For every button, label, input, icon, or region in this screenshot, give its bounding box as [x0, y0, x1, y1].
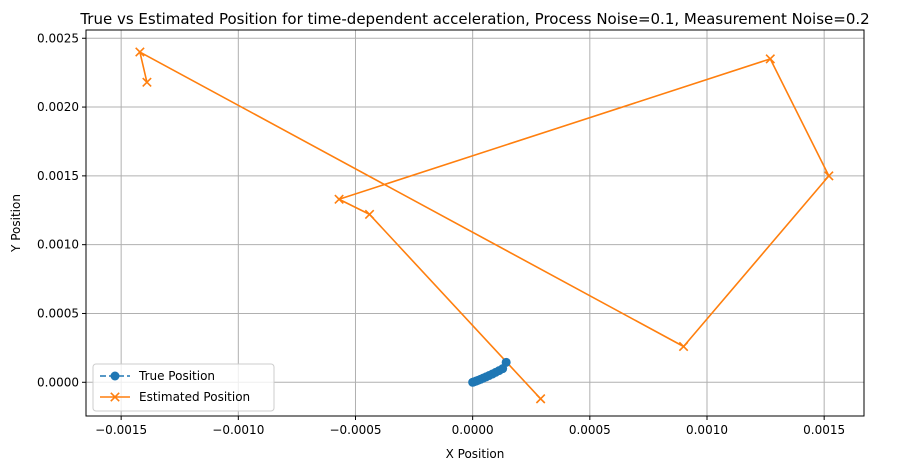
chart-title: True vs Estimated Position for time-depe… — [79, 10, 869, 28]
estimated-position-point — [824, 171, 834, 181]
estimated-position-point — [135, 47, 145, 57]
x-marker-stroke — [334, 194, 344, 205]
true-position-point — [501, 357, 511, 367]
x-marker-stroke — [678, 341, 689, 352]
x-tick-label: 0.0010 — [686, 423, 728, 437]
estimated-position-point — [334, 194, 344, 205]
plot-frame — [85, 29, 865, 417]
legend-true-position-label: True Position — [138, 369, 215, 383]
y-tick-label: 0.0020 — [37, 100, 79, 114]
legend: True Position Estimated Position — [92, 363, 275, 412]
y-axis-label: Y Position — [9, 194, 23, 253]
x-marker-stroke — [110, 392, 120, 402]
y-tick-label: 0.0000 — [37, 375, 79, 389]
x-tick-label: 0.0005 — [569, 423, 611, 437]
legend-true-position-marker — [110, 371, 120, 381]
x-tick-label: −0.0010 — [212, 423, 264, 437]
estimated-position-point — [364, 209, 375, 220]
estimated-position-point — [535, 394, 546, 404]
x-marker-stroke — [142, 77, 152, 88]
x-tick-label: 0.0000 — [452, 423, 494, 437]
estimated-position-point — [142, 77, 152, 88]
x-tick-label: 0.0015 — [803, 423, 845, 437]
x-axis-label: X Position — [446, 447, 505, 461]
x-marker-stroke — [135, 47, 145, 57]
x-marker-stroke — [765, 54, 776, 64]
x-tick-label: −0.0015 — [95, 423, 147, 437]
legend-estimated-position-label: Estimated Position — [139, 390, 250, 404]
x-marker-stroke — [535, 394, 546, 404]
x-marker-stroke — [364, 209, 375, 220]
plot-series — [135, 47, 834, 404]
y-tick-label: 0.0010 — [37, 238, 79, 252]
y-tick-label: 0.0025 — [37, 31, 79, 45]
y-tick-label: 0.0005 — [37, 306, 79, 320]
y-tick-label: 0.0015 — [37, 169, 79, 183]
x-tick-label: −0.0005 — [329, 423, 381, 437]
estimated-position-line — [139, 51, 830, 400]
estimated-position-point — [678, 341, 689, 352]
legend-estimated-position-marker — [110, 392, 120, 402]
x-marker-stroke — [824, 171, 834, 181]
estimated-position-point — [765, 54, 776, 64]
grid — [86, 30, 864, 416]
legend-box — [92, 363, 275, 412]
axis-ticks: −0.0015 −0.0010 −0.0005 0.0000 0.0005 0.0010 0… — [37, 31, 845, 437]
